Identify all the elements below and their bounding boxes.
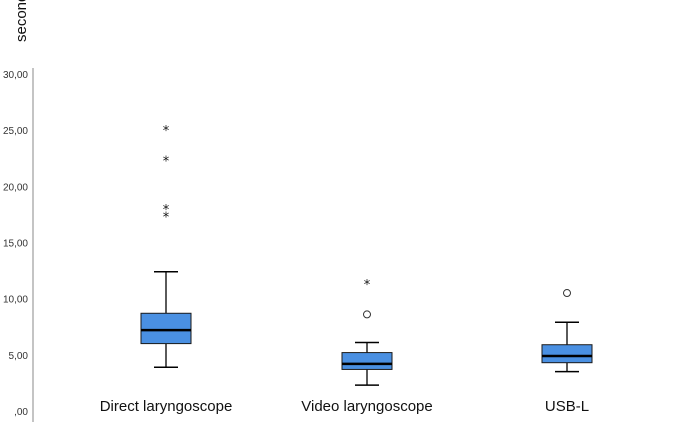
- outlier-marker: [563, 289, 571, 298]
- y-axis-label: seconds: [13, 0, 30, 42]
- extreme-marker: *: [163, 203, 170, 218]
- y-axis-ticks: ,00 5,00 10,00 15,00 20,00 25,00 30,00: [3, 70, 28, 418]
- y-tick-label: 20,00: [3, 182, 28, 193]
- iqr-box: [541, 344, 593, 364]
- box-group: *: [341, 278, 393, 386]
- outlier-marker: [363, 310, 371, 319]
- y-tick-label: 10,00: [3, 295, 28, 306]
- iqr-box: [140, 312, 192, 345]
- category-label: Video laryngoscope: [301, 398, 432, 415]
- y-tick-label: 15,00: [3, 239, 28, 250]
- y-tick-label: 30,00: [3, 70, 28, 81]
- category-labels: Direct laryngoscope Video laryngoscope USB…: [100, 398, 589, 415]
- y-tick-label: ,00: [14, 407, 28, 418]
- box-group: [541, 289, 593, 373]
- extreme-marker: *: [364, 278, 371, 293]
- extreme-marker: *: [163, 124, 170, 139]
- boxes-group: *****: [140, 124, 593, 386]
- category-label: Direct laryngoscope: [100, 398, 233, 415]
- extreme-marker: *: [163, 154, 170, 169]
- y-tick-label: 25,00: [3, 126, 28, 137]
- y-tick-label: 5,00: [9, 351, 29, 362]
- iqr-box: [341, 352, 393, 370]
- extreme-marker: *: [163, 211, 170, 226]
- box-group: ****: [140, 124, 192, 368]
- category-label: USB-L: [545, 398, 589, 415]
